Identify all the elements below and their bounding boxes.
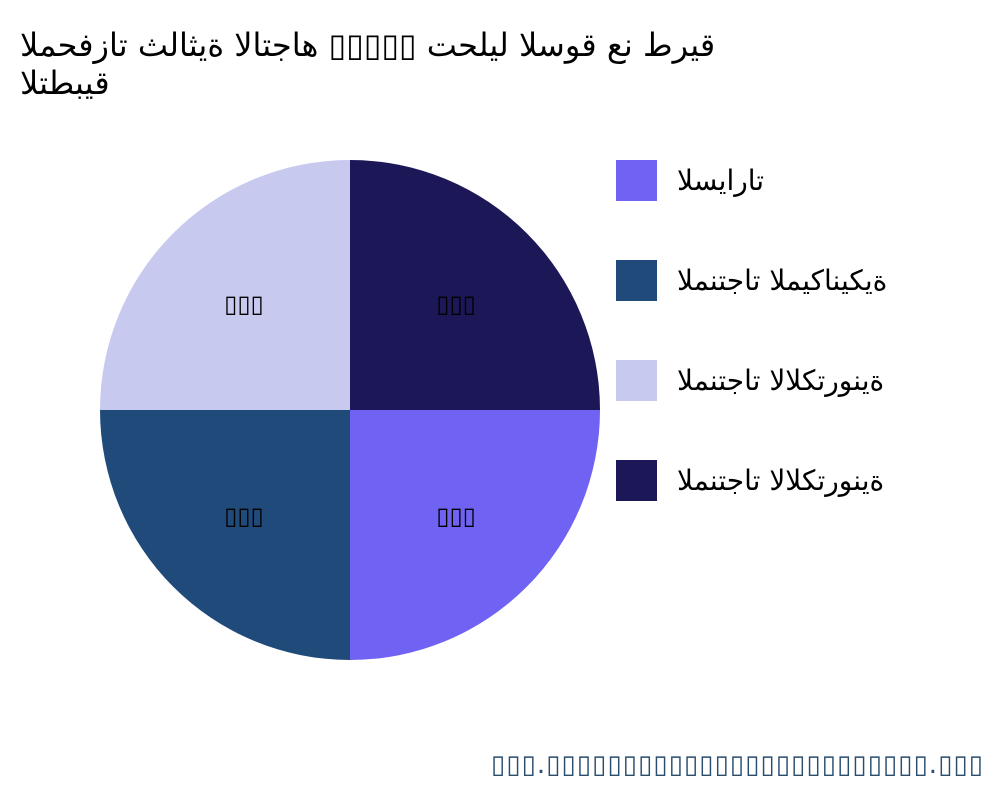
legend-item-mechanical: المنتجات الميكانيكية (616, 259, 887, 301)
legend-swatch (616, 259, 657, 301)
legend-swatch (616, 359, 657, 401)
pie-slice (350, 160, 600, 410)
pie-slice (350, 410, 600, 660)
legend-item-electronics-2: المنتجات الالكترونية (616, 459, 884, 501)
legend-label: المنتجات الالكترونية (677, 463, 885, 497)
slice-label: ▯▯▯ (224, 289, 264, 318)
legend-swatch (616, 159, 657, 201)
legend-item-cars: السيارات (616, 159, 764, 201)
chart-title-line-2: التطبيق (20, 64, 110, 102)
legend-label: السيارات (677, 163, 765, 197)
legend-swatch (616, 459, 657, 501)
footer-watermark: ▯▯▯.▯▯▯▯▯▯▯▯▯▯▯▯▯▯▯▯▯▯▯▯▯▯▯▯▯.▯▯▯ (490, 750, 984, 780)
chart-title: المحفزات ثلاثية الاتجاه ▯▯▯▯▯ تحليل السو… (20, 26, 715, 102)
pie-slice (100, 160, 350, 410)
slice-label: ▯▯▯ (224, 502, 264, 531)
slice-label: ▯▯▯ (436, 502, 476, 531)
legend-item-electronics: المنتجات الالكترونية (616, 359, 884, 401)
chart-title-line-1: المحفزات ثلاثية الاتجاه ▯▯▯▯▯ تحليل السو… (20, 26, 716, 64)
legend-label: المنتجات الالكترونية (677, 363, 885, 397)
legend-label: المنتجات الميكانيكية (677, 263, 888, 297)
pie-slice (100, 410, 350, 660)
slice-label: ▯▯▯ (436, 289, 476, 318)
